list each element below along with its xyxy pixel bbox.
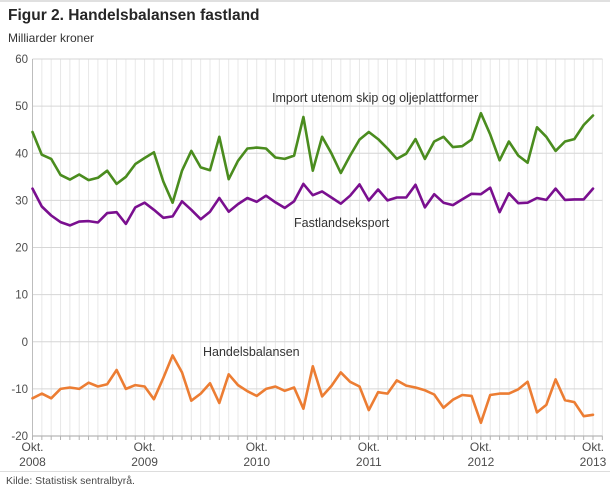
x-axis-tick-label-year: 2009 (131, 455, 158, 469)
y-axis-tick-label: 10 (15, 290, 28, 302)
series-label-import: Import utenom skip og oljeplattformer (272, 91, 479, 105)
y-axis-tick-label: -20 (11, 431, 28, 443)
source-text: Kilde: Statistisk sentralbyrå. (6, 475, 135, 487)
y-axis-tick-label: 40 (15, 148, 28, 160)
figure-title: Figur 2. Handelsbalansen fastland (8, 7, 260, 24)
x-axis-tick-label-month: Okt. (246, 440, 268, 454)
y-axis-tick-label: 50 (15, 101, 28, 113)
source-divider (0, 471, 610, 472)
y-axis-tick-label: 0 (22, 337, 28, 349)
x-axis-tick-label-year: 2011 (356, 455, 382, 469)
series-line-fastlandseksport (31, 182, 595, 227)
x-axis-tick-label-year: 2013 (580, 455, 607, 469)
x-axis-tick-label-month: Okt. (21, 440, 43, 454)
x-axis-tick-label-year: 2012 (468, 455, 495, 469)
y-axis-unit-label: Milliarder kroner (8, 31, 95, 45)
series-line-import-utenom-skip-og-oljeplattformer (31, 111, 595, 204)
series-label-fastlandseksport: Fastlandseksport (294, 216, 390, 230)
series-label-handelsbalansen: Handelsbalansen (203, 345, 300, 359)
y-axis-tick-label: 30 (15, 195, 28, 207)
y-axis-tick-label: -10 (11, 384, 28, 396)
x-axis-tick-label-month: Okt. (582, 440, 604, 454)
series-line-handelsbalansen (31, 354, 595, 425)
y-axis-tick-label: 20 (15, 243, 28, 255)
x-axis-tick-label-month: Okt. (470, 440, 492, 454)
x-axis-tick-label-year: 2008 (19, 455, 46, 469)
x-axis-tick-label-month: Okt. (358, 440, 380, 454)
y-axis-tick-label: 60 (15, 54, 28, 66)
x-axis-tick-label-year: 2010 (243, 455, 270, 469)
x-axis-tick-label-month: Okt. (134, 440, 156, 454)
